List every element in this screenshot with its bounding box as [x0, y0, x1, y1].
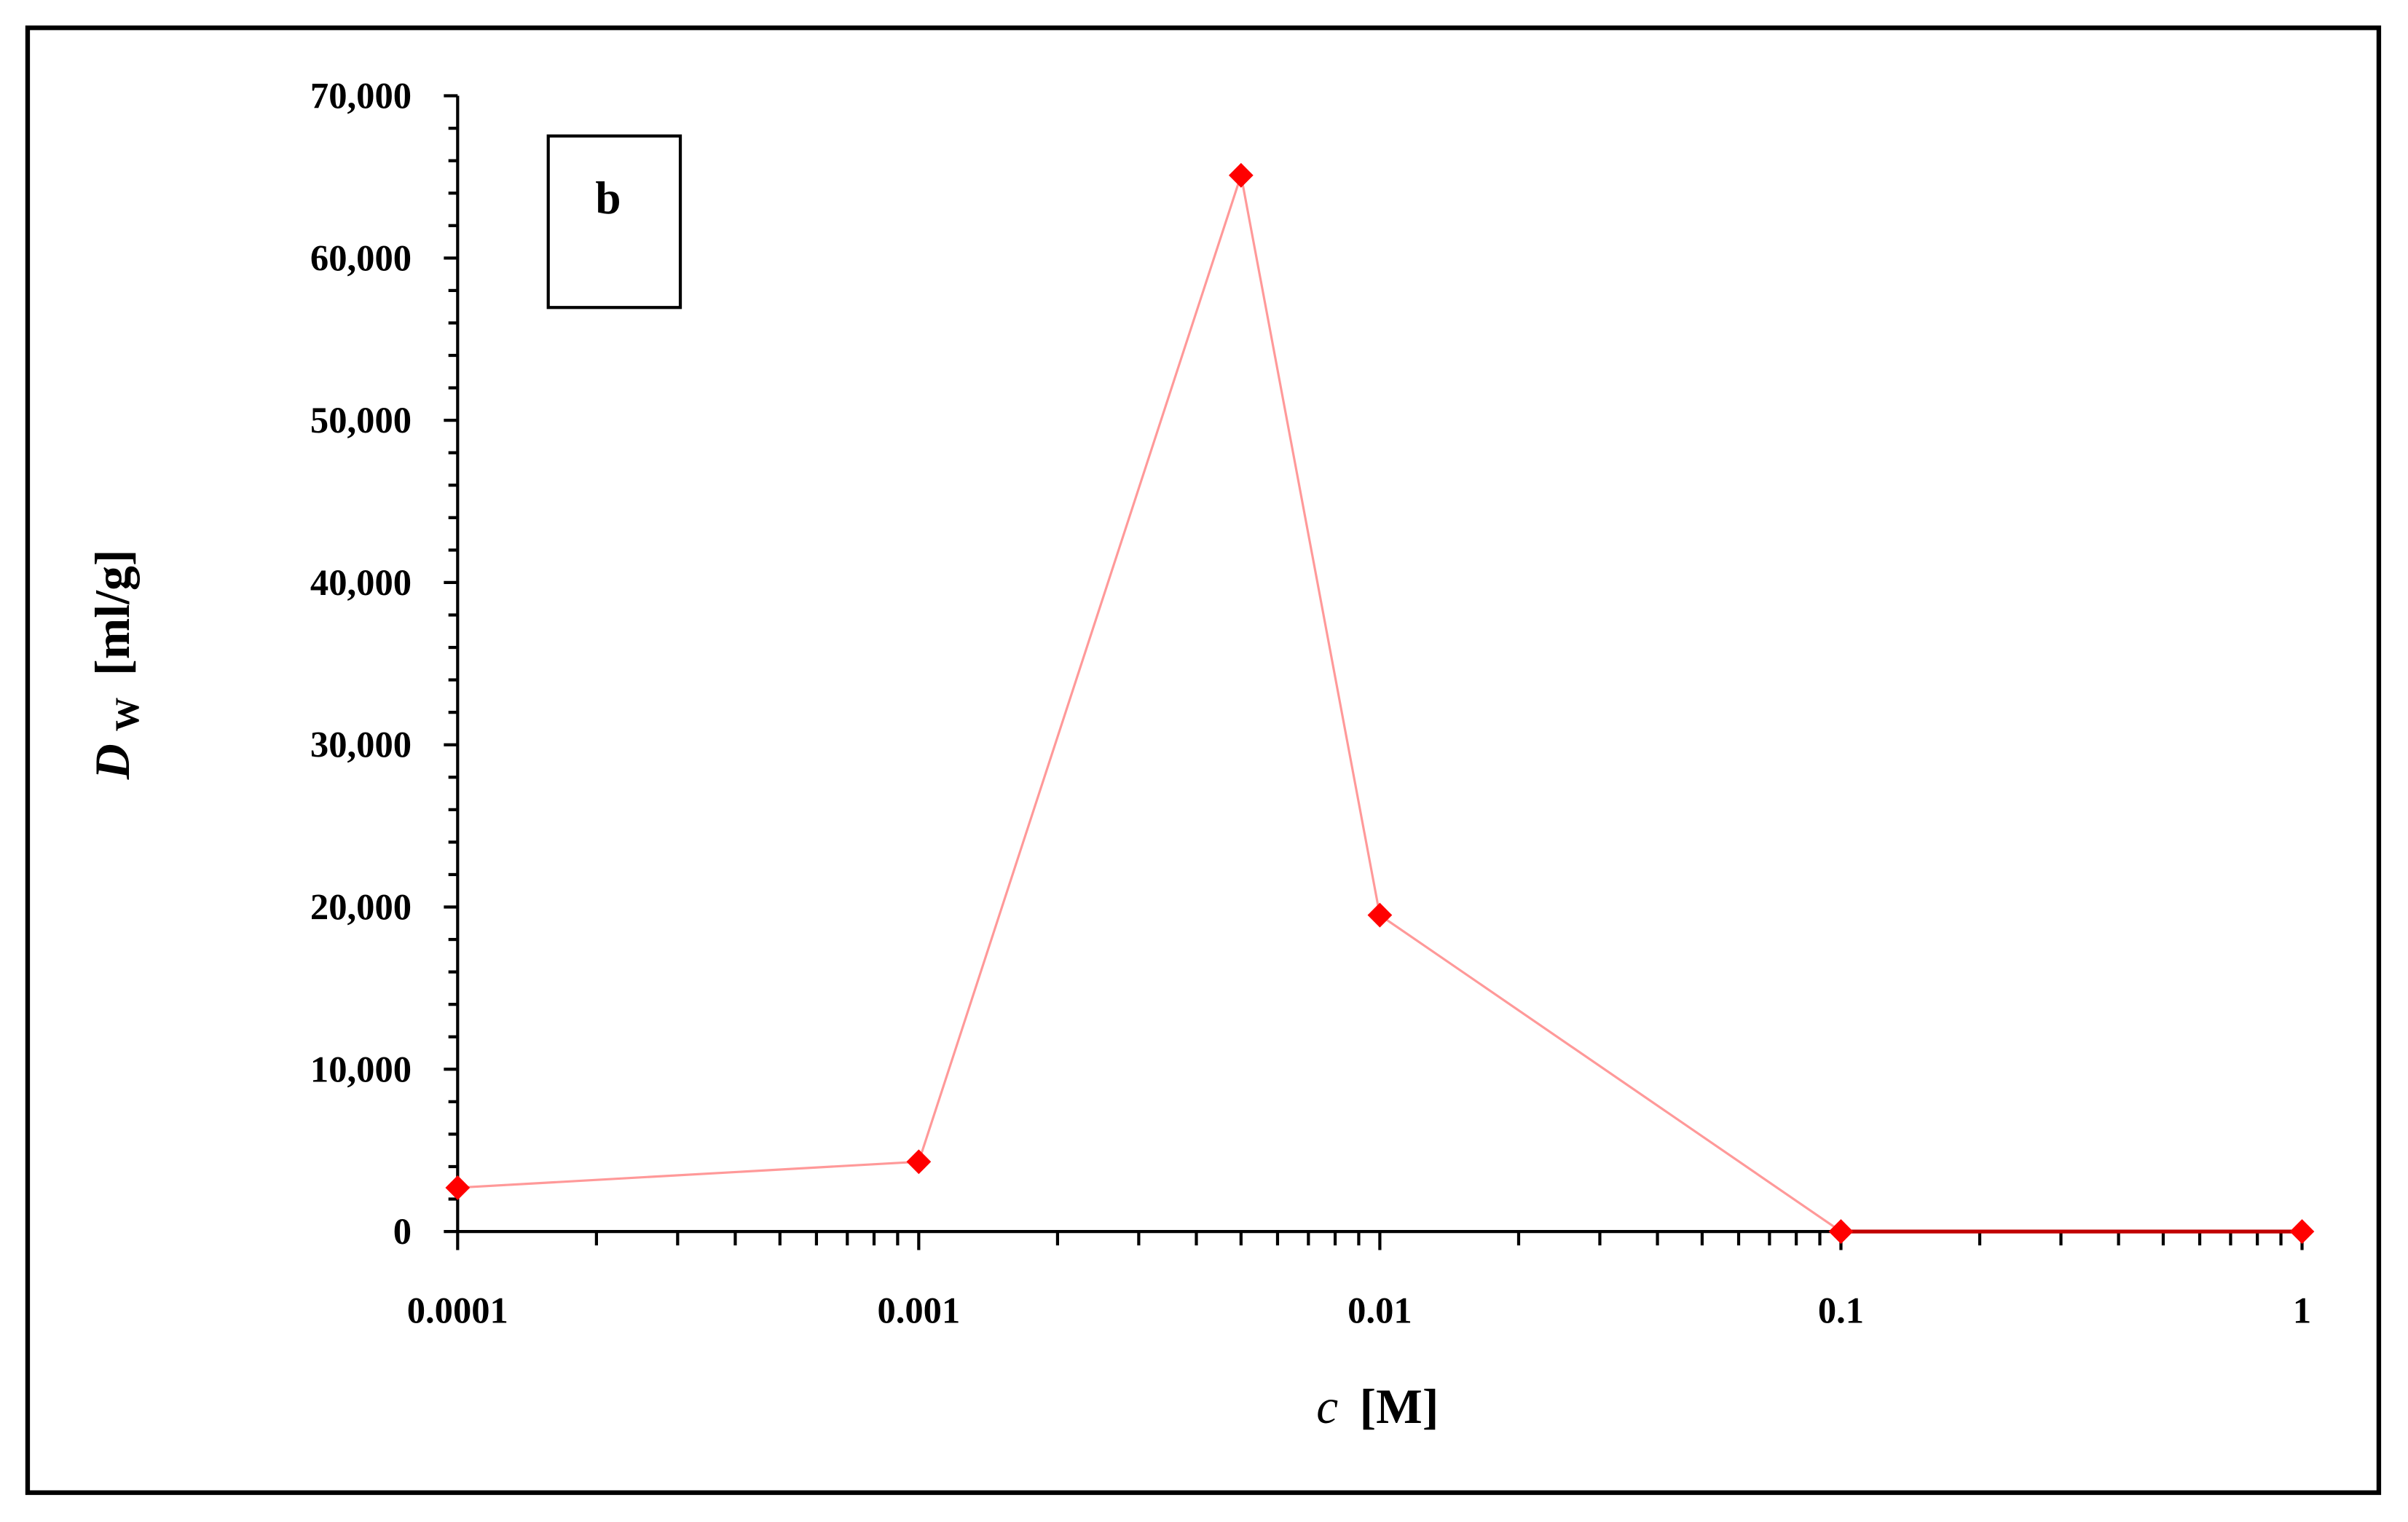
x-tick-label: 0.1 [1818, 1290, 1864, 1330]
y-axis-unit: [ml/g] [85, 549, 140, 675]
panel-label-box: b [546, 134, 682, 309]
figure-frame [25, 25, 2382, 1495]
series-line-segment [457, 1160, 919, 1189]
y-tick-label: 70,000 [310, 75, 412, 116]
data-point-diamond [445, 1175, 471, 1200]
x-axis-title: c [M] [1316, 1379, 1439, 1434]
y-tick-label: 0 [393, 1211, 412, 1252]
y-axis-var: D [85, 744, 140, 780]
y-axis-sub: W [109, 698, 146, 732]
data-point-diamond [1367, 902, 1393, 928]
x-tick-labels: 0.0001 0.001 0.01 0.1 1 [407, 1290, 2311, 1330]
y-tick-label: 10,000 [310, 1049, 412, 1089]
y-tick-label: 30,000 [310, 725, 412, 765]
y-axis-title: D W [ml/g] [85, 549, 149, 780]
x-tick-label: 0.01 [1347, 1290, 1412, 1330]
panel-label: b [595, 172, 621, 224]
y-tick-label: 60,000 [310, 237, 412, 278]
x-axis-var: c [1316, 1379, 1338, 1434]
data-point-diamond [906, 1149, 932, 1175]
y-tick-labels: 0 10,000 20,000 30,000 40,000 50,000 60,000 70,… [310, 75, 412, 1252]
x-tick-label: 0.001 [877, 1290, 960, 1330]
x-tick-label: 0.0001 [407, 1290, 508, 1330]
axes [444, 94, 2305, 1250]
y-tick-label: 50,000 [310, 400, 412, 441]
series-line-segment [1379, 914, 1842, 1233]
x-tick-label: 1 [2293, 1290, 2311, 1330]
data-point-diamond [2289, 1219, 2315, 1245]
series-line-segment [1240, 175, 1381, 915]
series-line-segment [917, 175, 1243, 1162]
y-tick-label: 20,000 [310, 886, 412, 927]
y-tick-label: 40,000 [310, 562, 412, 603]
x-axis-unit: [M] [1360, 1379, 1439, 1434]
